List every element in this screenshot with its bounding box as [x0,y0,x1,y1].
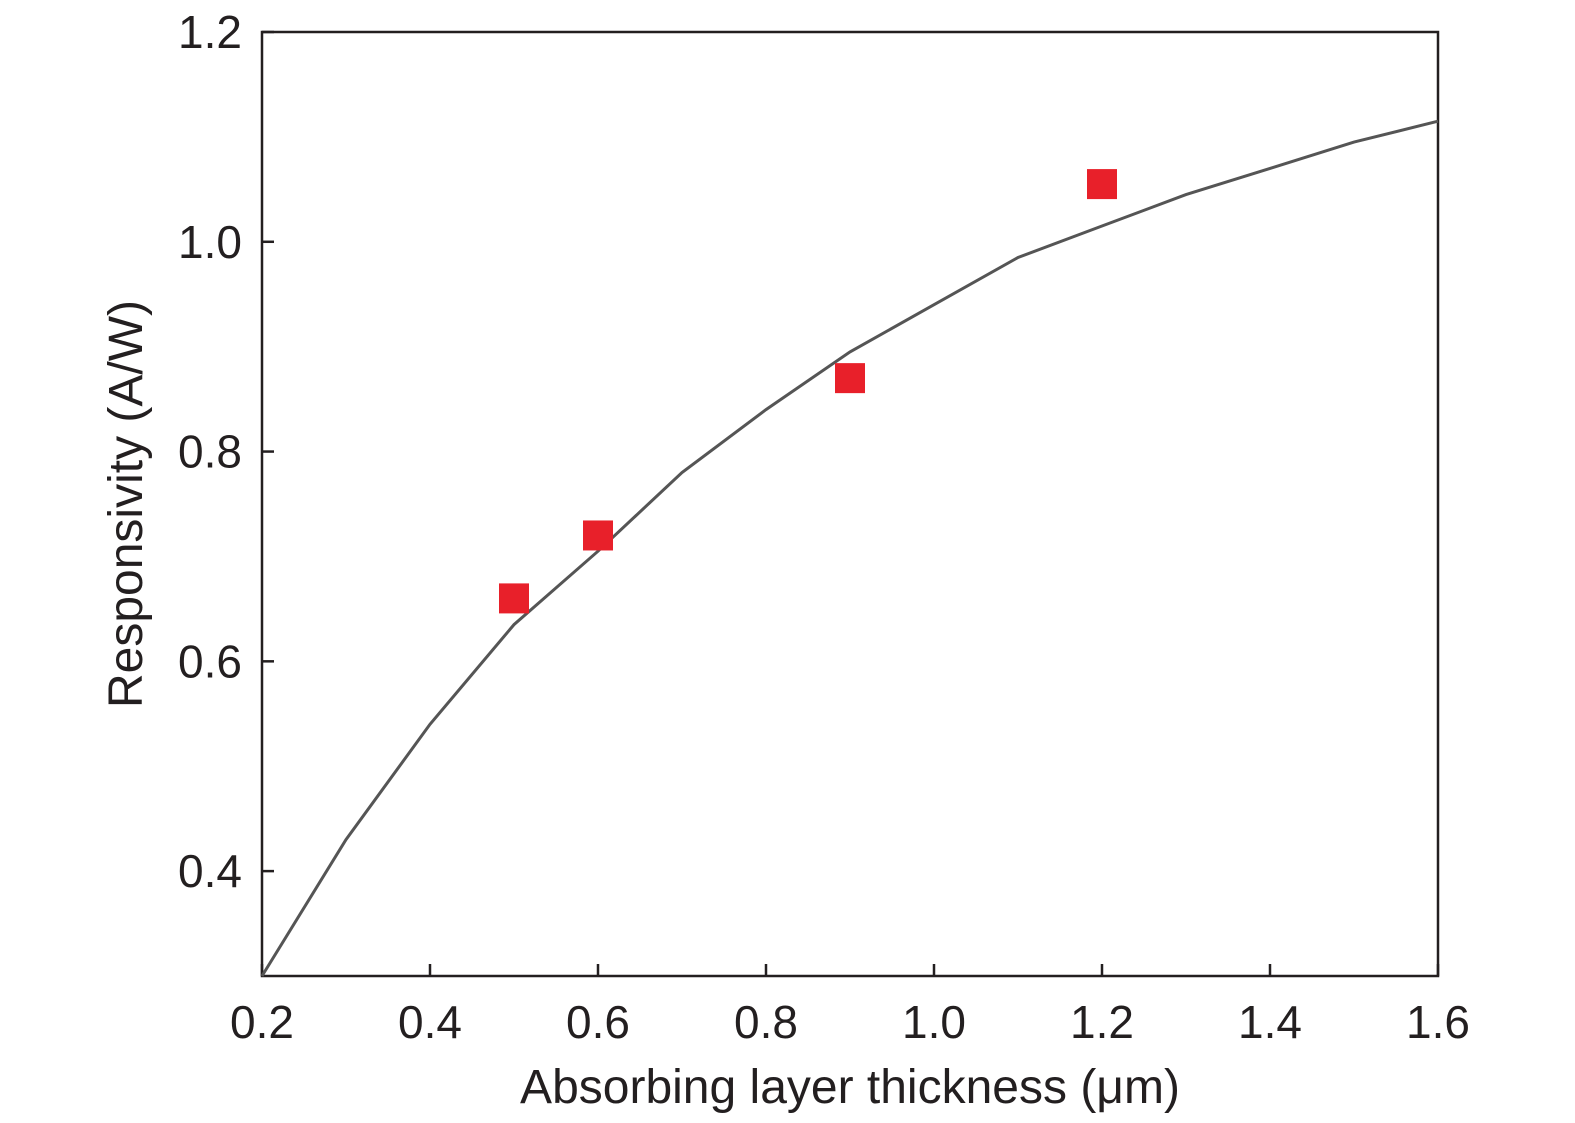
x-tick-label: 0.2 [230,996,294,1048]
y-tick-label: 0.8 [178,426,242,478]
x-tick-label: 0.8 [734,996,798,1048]
data-points [499,169,1117,614]
data-point-square [583,520,613,551]
y-tick-label: 1.2 [178,6,242,58]
y-tick-label: 0.4 [178,845,242,897]
x-tick-label: 1.6 [1406,996,1470,1048]
plot-frame [260,30,1440,978]
y-tick-label: 0.6 [178,635,242,687]
x-tick-label: 1.0 [902,996,966,1048]
data-point-square [1087,169,1117,200]
x-tick-label: 0.4 [398,996,462,1048]
fit-curve [260,119,1439,977]
x-axis-ticks: 0.2 0.4 0.6 0.8 1.0 1.2 1.4 1.6 [230,964,1470,1048]
x-axis-title: Absorbing layer thickness (μm) [520,1061,1180,1114]
x-tick-label: 1.4 [1238,996,1302,1048]
y-axis-ticks: 0.4 0.6 0.8 1.0 1.2 [178,6,274,897]
data-point-square [499,583,529,614]
x-tick-label: 1.2 [1070,996,1134,1048]
y-tick-label: 1.0 [178,216,242,268]
x-tick-label: 0.6 [566,996,630,1048]
data-point-square [835,363,865,394]
y-axis-title: Responsivity (A/W) [100,300,153,708]
